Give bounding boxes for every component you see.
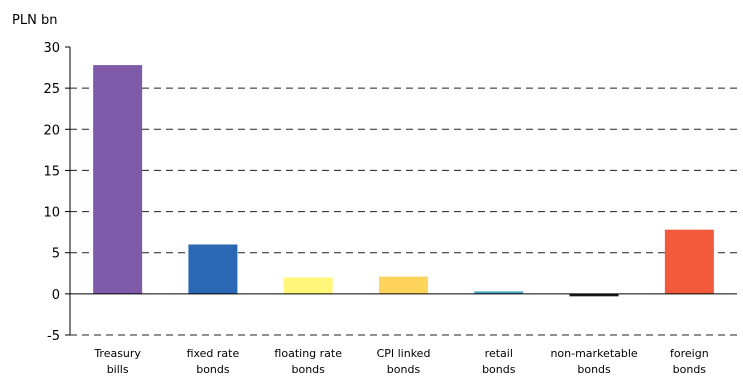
y-axis-unit-label: PLN bn bbox=[12, 13, 57, 28]
bar bbox=[474, 291, 524, 294]
bar bbox=[283, 277, 333, 294]
y-tick-label: 10 bbox=[43, 206, 60, 221]
x-tick-label: floating rate bonds bbox=[274, 347, 342, 376]
y-tick-label: 20 bbox=[43, 123, 60, 138]
bar bbox=[379, 276, 428, 294]
x-tick-label: CPI linked bonds bbox=[377, 347, 431, 376]
y-tick-label: 25 bbox=[43, 82, 60, 97]
x-tick-label: foreign bonds bbox=[670, 347, 709, 376]
bar bbox=[93, 65, 143, 294]
axes bbox=[65, 46, 737, 336]
x-tick-label: Treasury bills bbox=[93, 347, 141, 376]
bar bbox=[188, 244, 238, 294]
x-tick-labels: Treasury bills fixed rate bonds floating rat… bbox=[93, 347, 708, 376]
y-tick-label: 0 bbox=[52, 288, 60, 303]
bars-group bbox=[93, 65, 714, 297]
y-tick-label: 15 bbox=[43, 164, 60, 179]
bar bbox=[664, 229, 714, 294]
bar bbox=[569, 293, 619, 297]
x-tick-label: retail bonds bbox=[482, 347, 516, 376]
y-tick-labels: -5 0 5 10 15 20 25 30 bbox=[43, 41, 60, 344]
y-tick-label: 5 bbox=[52, 247, 60, 262]
y-tick-label: 30 bbox=[43, 41, 60, 56]
x-tick-label: non-marketable bonds bbox=[550, 347, 637, 376]
y-tick-label: -5 bbox=[47, 329, 60, 344]
gridlines bbox=[70, 87, 737, 336]
x-tick-label: fixed rate bonds bbox=[187, 347, 240, 376]
